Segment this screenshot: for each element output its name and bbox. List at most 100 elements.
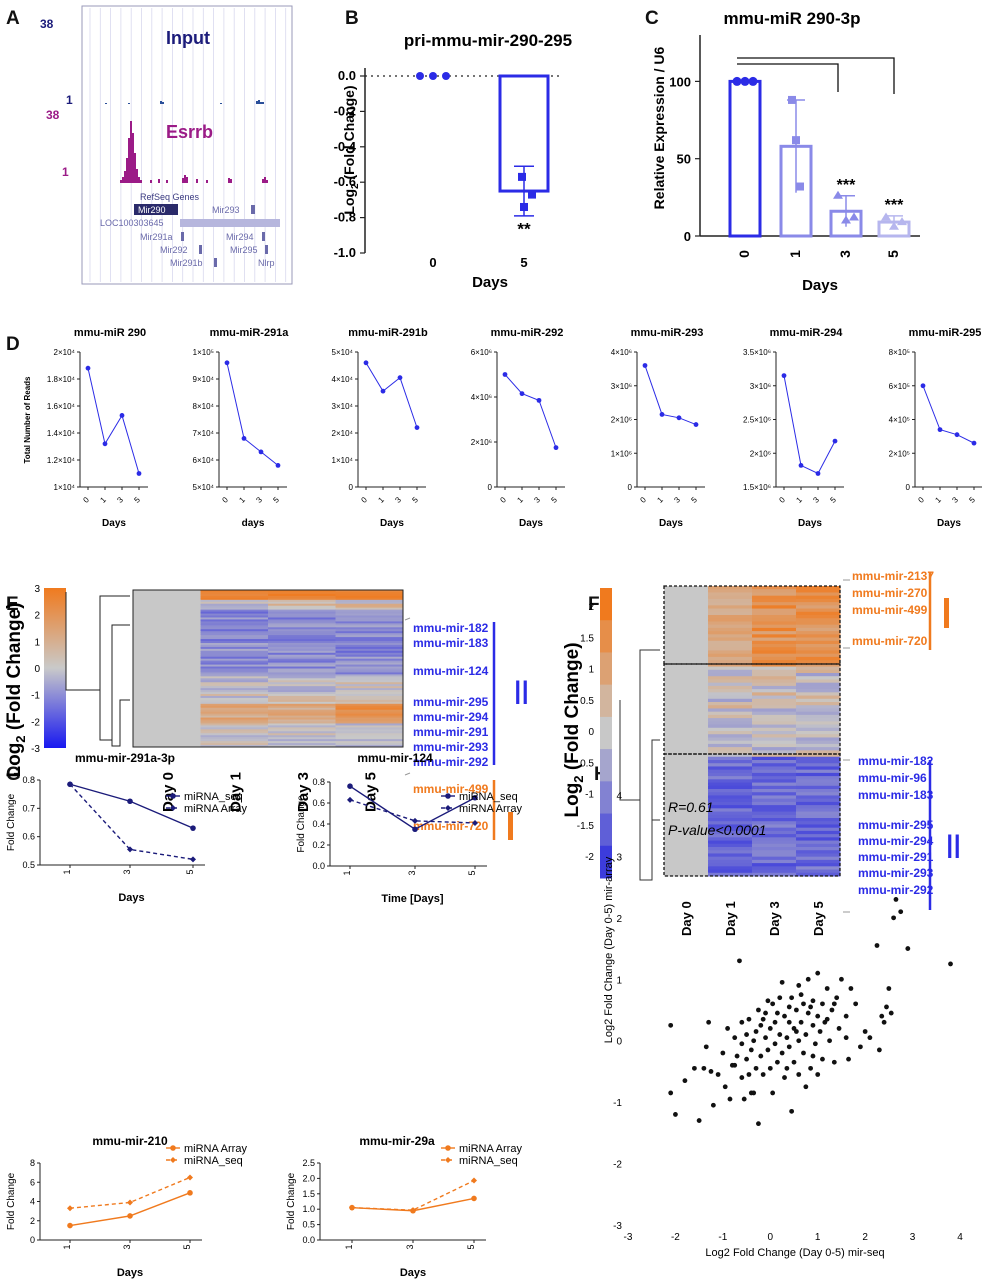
e-heatmap-cell — [200, 613, 269, 617]
e-heatmap-cell — [335, 678, 404, 681]
e-heatmap-cell — [268, 688, 336, 691]
e-connector — [404, 772, 411, 776]
gene-nlrp: Nlrp — [258, 258, 275, 268]
d-series-line — [922, 385, 975, 444]
f-heatmap-cell — [664, 866, 709, 871]
d-point — [85, 365, 91, 371]
f-heatmap-cell — [708, 785, 753, 790]
d-tick-label: 1.2×10⁴ — [47, 456, 76, 465]
gene-mir291b: Mir291b — [170, 258, 203, 268]
h-point — [803, 1032, 809, 1037]
f-cluster-ii-label: mmu-mir-293 — [858, 866, 934, 880]
esrrb-signal-bar — [122, 177, 124, 183]
e-dendrogram-branch — [99, 624, 130, 741]
h-x-tick-label: 4 — [957, 1232, 963, 1243]
f-heatmap-cell — [664, 592, 709, 597]
d-subplot-title: mmu-miR-293 — [631, 327, 704, 339]
d-series-line — [226, 362, 279, 466]
f-heatmap-cell — [796, 673, 841, 677]
h-point — [798, 1019, 804, 1025]
g-xlabel: Days — [117, 1267, 143, 1279]
f-cluster-ii-label: mmu-mir-294 — [858, 834, 934, 848]
e-heatmap-cell — [200, 654, 269, 658]
f-heatmap-cell — [752, 772, 797, 777]
f-heatmap-cell — [664, 605, 709, 610]
e-heatmap-cell — [268, 660, 336, 664]
f-heatmap-cell — [796, 850, 841, 854]
e-heatmap-cell — [200, 639, 269, 642]
e-heatmap-cell — [268, 607, 336, 611]
h-point — [741, 1096, 747, 1102]
e-heatmap-cell — [335, 623, 404, 626]
g-xlabel: Days — [400, 1267, 426, 1279]
e-heatmap-cell — [200, 741, 269, 744]
f-heatmap-cell — [664, 818, 709, 822]
f-heatmap-cell — [796, 653, 841, 658]
f-colorbar-tick: -1.5 — [577, 821, 595, 832]
esrrb-signal-bar — [124, 171, 126, 183]
g-tick-label: 0.5 — [22, 860, 35, 870]
f-heatmap-cell — [708, 743, 753, 748]
f-heatmap-cell — [796, 618, 841, 622]
d-tick-label: 1.6×10⁴ — [47, 402, 76, 411]
g-x-tick-label: 5 — [467, 870, 477, 875]
f-heatmap-cell — [752, 676, 797, 680]
d-series-line — [87, 368, 140, 474]
h-y-tick-label: 2 — [616, 914, 622, 925]
d-tick-label: 4×10⁶ — [611, 348, 632, 357]
f-colorbar-segment — [600, 588, 612, 621]
c-category-label: 5 — [885, 250, 901, 258]
d-point — [258, 449, 264, 455]
e-heatmap-cell — [268, 641, 336, 644]
f-heatmap-cell — [796, 602, 841, 606]
f-heatmap-cell — [796, 682, 841, 687]
e-heatmap-cell — [200, 668, 269, 671]
f-heatmap-cell — [708, 650, 753, 655]
e-heatmap-cell — [335, 672, 404, 675]
e-heatmap-cell — [268, 717, 336, 721]
d-point — [798, 463, 804, 468]
f-heatmap-cell — [752, 698, 797, 703]
f-heatmap-cell — [752, 872, 797, 877]
f-heatmap-cell — [796, 676, 841, 680]
h-point — [798, 992, 804, 998]
h-point — [824, 1016, 830, 1022]
f-heatmap-cell — [664, 801, 709, 806]
f-heatmap-cell — [752, 663, 797, 668]
e-heatmap-cell — [133, 713, 201, 717]
f-heatmap-cell — [752, 644, 797, 648]
f-heatmap-cell — [752, 840, 797, 845]
e-heatmap-cell — [268, 729, 336, 732]
f-cluster-i-label: mmu-mir-270 — [852, 586, 928, 600]
e-heatmap-cell — [268, 662, 336, 666]
f-heatmap-cell — [708, 727, 753, 732]
gene-mir293: Mir293 — [212, 205, 240, 215]
e-heatmap-cell — [133, 662, 201, 666]
f-heatmap-cell — [796, 753, 841, 758]
e-heatmap-cell — [335, 684, 404, 687]
e-heatmap-cell — [268, 739, 336, 742]
f-heatmap-cell — [752, 843, 797, 848]
f-heatmap-cell — [664, 615, 709, 619]
f-heatmap-cell — [664, 811, 709, 816]
f-heatmap-cell — [708, 637, 753, 642]
e-heatmap-cell — [200, 642, 269, 646]
h-point — [706, 1019, 712, 1025]
h-point — [760, 1016, 766, 1022]
d-x-tick-label: 3 — [393, 495, 403, 505]
f-heatmap-cell — [752, 763, 797, 767]
e-heatmap-cell — [200, 652, 269, 656]
d-x-tick-label: 1 — [515, 495, 525, 505]
e-heatmap-cell — [335, 605, 404, 609]
f-heatmap-cell — [664, 763, 709, 767]
g-tick-label: 2.0 — [302, 1173, 315, 1183]
g-point — [127, 798, 133, 805]
gene-mir291a-mark — [181, 232, 184, 241]
e-heatmap-cell — [335, 637, 404, 640]
f-heatmap-cell — [708, 663, 753, 668]
d-x-tick-label: 1 — [655, 495, 665, 505]
d-series-line — [504, 374, 557, 448]
e-heatmap-cell — [200, 701, 269, 705]
e-heatmap-cell — [200, 650, 269, 654]
